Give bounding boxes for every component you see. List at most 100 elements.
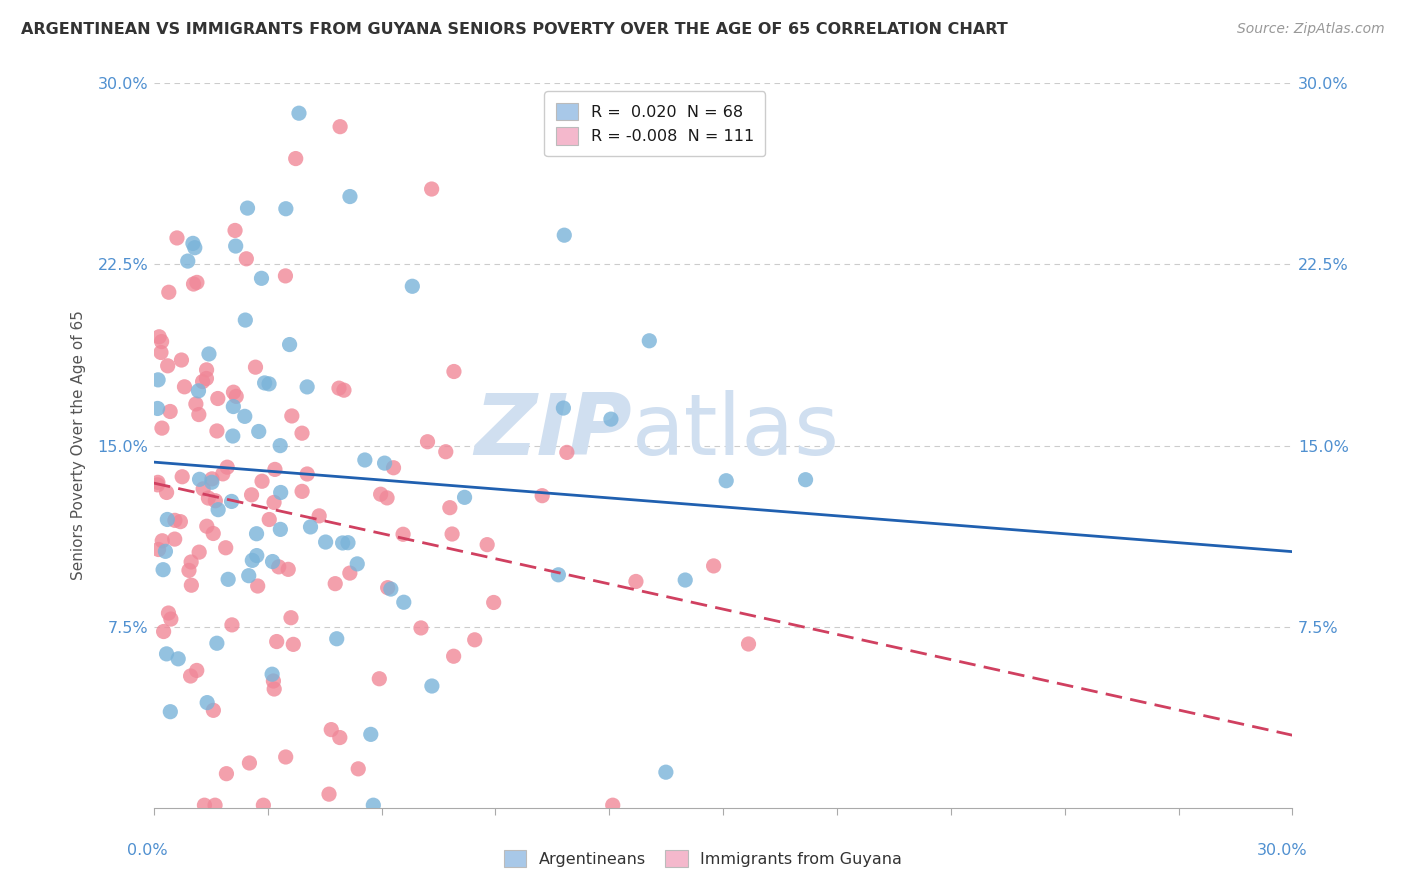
Point xyxy=(555,445,578,459)
Point xyxy=(188,472,211,486)
Point xyxy=(262,667,284,681)
Point xyxy=(624,574,647,589)
Point xyxy=(217,572,239,586)
Point xyxy=(409,621,432,635)
Text: ZIP: ZIP xyxy=(474,390,631,473)
Point xyxy=(205,424,228,438)
Point xyxy=(222,385,245,400)
Point xyxy=(323,576,346,591)
Point xyxy=(225,389,247,403)
Point xyxy=(221,618,243,632)
Point xyxy=(167,652,190,666)
Point xyxy=(159,404,181,418)
Point xyxy=(257,376,280,391)
Point xyxy=(211,467,233,481)
Point xyxy=(233,313,256,327)
Point xyxy=(240,553,263,567)
Point xyxy=(253,376,276,390)
Point xyxy=(170,353,193,368)
Point xyxy=(443,364,465,378)
Point xyxy=(370,487,392,501)
Point xyxy=(638,334,661,348)
Point xyxy=(794,473,817,487)
Point xyxy=(148,542,170,557)
Point xyxy=(280,611,302,625)
Point xyxy=(360,727,382,741)
Point xyxy=(222,400,245,414)
Point xyxy=(602,798,624,813)
Point xyxy=(198,347,221,361)
Point xyxy=(257,512,280,526)
Point xyxy=(169,515,191,529)
Point xyxy=(193,798,215,813)
Point xyxy=(288,106,311,120)
Point xyxy=(270,485,292,500)
Point xyxy=(291,426,314,441)
Point xyxy=(274,750,297,764)
Point xyxy=(247,425,270,439)
Point xyxy=(382,460,405,475)
Point xyxy=(375,491,398,505)
Point xyxy=(434,444,457,458)
Point xyxy=(250,271,273,285)
Point xyxy=(328,381,350,395)
Point xyxy=(283,637,305,651)
Point xyxy=(267,559,290,574)
Point xyxy=(308,508,330,523)
Point xyxy=(252,798,274,813)
Point xyxy=(236,201,259,215)
Point xyxy=(217,460,239,475)
Point xyxy=(172,469,194,483)
Point xyxy=(240,488,263,502)
Point xyxy=(186,664,208,678)
Point xyxy=(464,632,486,647)
Point xyxy=(193,482,215,496)
Point xyxy=(152,624,174,639)
Text: 0.0%: 0.0% xyxy=(127,843,167,858)
Text: ARGENTINEAN VS IMMIGRANTS FROM GUYANA SENIORS POVERTY OVER THE AGE OF 65 CORRELA: ARGENTINEAN VS IMMIGRANTS FROM GUYANA SE… xyxy=(21,22,1008,37)
Point xyxy=(201,472,224,486)
Point xyxy=(150,334,173,349)
Point xyxy=(263,495,285,509)
Point xyxy=(160,612,183,626)
Point xyxy=(353,453,375,467)
Point xyxy=(401,279,423,293)
Point xyxy=(207,392,229,406)
Point xyxy=(166,231,188,245)
Point xyxy=(329,120,352,134)
Point xyxy=(235,252,257,266)
Point xyxy=(204,493,226,508)
Point xyxy=(553,228,575,243)
Point xyxy=(339,566,361,580)
Point xyxy=(318,787,340,801)
Point xyxy=(152,563,174,577)
Point xyxy=(416,434,439,449)
Point xyxy=(441,527,464,541)
Point xyxy=(146,401,169,416)
Point xyxy=(377,581,399,595)
Point xyxy=(215,541,238,555)
Point xyxy=(333,383,356,397)
Point xyxy=(150,421,173,435)
Point xyxy=(245,526,267,541)
Point xyxy=(420,182,443,196)
Point xyxy=(163,513,186,527)
Point xyxy=(295,380,318,394)
Point xyxy=(146,478,169,492)
Point xyxy=(246,579,269,593)
Point xyxy=(329,731,352,745)
Point xyxy=(233,409,256,424)
Point xyxy=(187,408,209,422)
Point xyxy=(380,582,402,596)
Point xyxy=(207,502,229,516)
Point xyxy=(195,696,218,710)
Point xyxy=(315,535,337,549)
Point xyxy=(188,545,211,559)
Point xyxy=(266,634,288,648)
Point xyxy=(291,484,314,499)
Point xyxy=(146,373,169,387)
Y-axis label: Seniors Poverty Over the Age of 65: Seniors Poverty Over the Age of 65 xyxy=(72,310,86,581)
Point xyxy=(332,536,354,550)
Point xyxy=(295,467,318,481)
Point xyxy=(180,555,202,569)
